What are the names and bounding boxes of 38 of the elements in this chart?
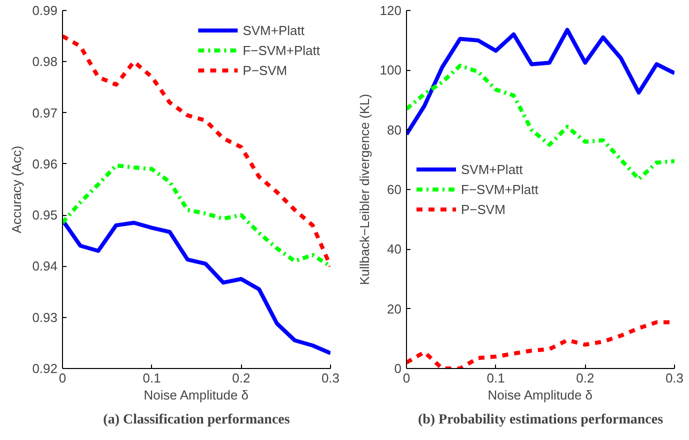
- line-series: [62, 34, 330, 268]
- y-tick-label: 0.93: [32, 310, 58, 325]
- y-tick-label: 0.99: [32, 3, 58, 18]
- y-tick-label: 120: [380, 3, 402, 18]
- y-tick-label: 60: [387, 182, 402, 197]
- legend-label: P−SVM: [461, 202, 506, 216]
- y-tick-label: 0.98: [32, 54, 58, 70]
- y-axis-title: Kullback−Leibler divergence (KL): [356, 94, 372, 286]
- text: (a) Classification performances: [103, 412, 290, 428]
- x-axis-title: Noise Amplitude δ: [144, 388, 249, 402]
- text: (b) Probability estimations performances: [418, 412, 664, 428]
- y-tick-label: 0.94: [32, 258, 58, 274]
- y-tick-label: 20: [387, 301, 402, 316]
- line-series: [62, 218, 330, 356]
- y-tick-label: 0.97: [32, 105, 58, 120]
- y-tick-label: 80: [387, 122, 402, 138]
- line-series: [62, 163, 330, 268]
- y-tick-label: 0.95: [32, 208, 58, 223]
- line-series: [406, 64, 674, 182]
- legend-label: F−SVM+Platt: [461, 182, 538, 196]
- y-tick-label: 40: [387, 242, 402, 257]
- x-tick-label: 0.1: [486, 370, 505, 386]
- x-tick-label: 0.2: [232, 370, 250, 386]
- y-tick-label: 0.92: [32, 361, 58, 376]
- x-axis-title: Noise Amplitude δ: [488, 388, 593, 402]
- legend-label: P−SVM: [242, 62, 288, 78]
- legend-label: F−SVM+Platt: [242, 42, 320, 58]
- x-tick-label: 0.3: [321, 370, 340, 386]
- y-tick-label: 100: [380, 62, 402, 78]
- line-series: [406, 28, 674, 136]
- y-axis-title: Accuracy (Acc): [9, 146, 24, 234]
- x-tick-label: 0.3: [665, 370, 684, 386]
- legend-label: SVM+Platt: [242, 22, 304, 38]
- x-tick-label: 0.2: [576, 370, 594, 386]
- legend-label: SVM+Platt: [461, 162, 523, 176]
- y-tick-label: 0: [394, 361, 402, 376]
- x-tick-label: 0.1: [142, 370, 161, 386]
- y-tick-label: 0.96: [32, 156, 58, 172]
